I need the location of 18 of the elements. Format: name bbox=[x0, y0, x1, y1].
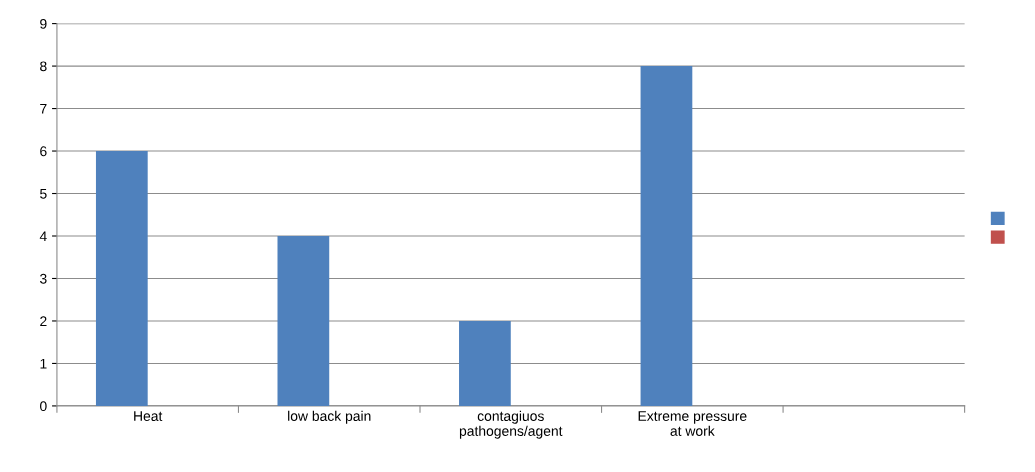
y-tick-label: 6 bbox=[40, 146, 47, 157]
y-tick-label: 4 bbox=[39, 231, 47, 242]
y-tick-label: 9 bbox=[40, 18, 47, 29]
bar bbox=[459, 320, 511, 406]
x-tick-label: low back pain bbox=[288, 410, 371, 424]
x-tick-label: Heat bbox=[134, 411, 163, 421]
x-tick-label: Extreme pressure at work bbox=[638, 411, 747, 436]
x-tick-label: contagiuos pathogens/agent bbox=[459, 410, 563, 439]
bar bbox=[640, 66, 693, 406]
y-tick-label: 2 bbox=[40, 316, 47, 326]
y-tick-label: 0 bbox=[40, 401, 47, 412]
bar bbox=[95, 151, 148, 406]
y-tick-label: 8 bbox=[40, 61, 47, 72]
y-tick-label: 1 bbox=[40, 358, 47, 369]
y-tick-label: 3 bbox=[40, 273, 47, 284]
y-tick-label: 5 bbox=[40, 189, 47, 199]
y-tick-label: 7 bbox=[40, 104, 47, 114]
bar bbox=[277, 236, 330, 406]
